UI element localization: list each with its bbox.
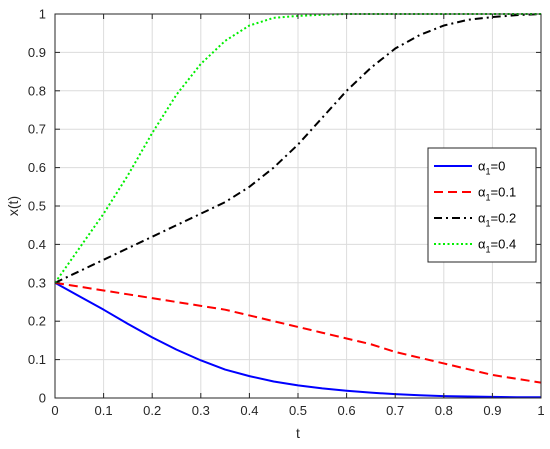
y-tick-label: 0 (39, 391, 46, 406)
legend-value: =0 (491, 159, 506, 174)
y-tick-label: 1 (39, 7, 46, 22)
x-tick-label: 0.8 (435, 403, 453, 418)
y-tick-label: 0.2 (28, 314, 46, 329)
legend: α1=0α1=0.1α1=0.2α1=0.4 (427, 147, 537, 263)
legend-entry-2: α1=0.2 (478, 211, 516, 229)
x-tick-label: 0 (51, 403, 58, 418)
legend-entry-0: α1=0 (478, 159, 505, 177)
y-tick-label: 0.4 (28, 237, 46, 252)
x-tick-label: 0.2 (143, 403, 161, 418)
y-axis-label: x(t) (5, 196, 21, 216)
x-tick-label: 0.5 (289, 403, 307, 418)
x-tick-label: 0.1 (95, 403, 113, 418)
series-line-1 (54, 281, 542, 384)
y-tick-label: 0.5 (28, 199, 46, 214)
legend-symbol: α (478, 211, 486, 226)
legend-subscript: 1 (486, 167, 491, 177)
legend-value: =0.1 (491, 185, 517, 200)
legend-symbol: α (478, 185, 486, 200)
x-tick-label: 0.9 (483, 403, 501, 418)
legend-subscript: 1 (486, 193, 491, 203)
legend-symbol: α (478, 237, 486, 252)
legend-subscript: 1 (486, 219, 491, 229)
y-tick-label: 0.6 (28, 160, 46, 175)
axis-ticks: 0 0.1 0.2 0.3 0.4 0.5 0.6 0.7 0.8 0.9 1 0 0.1 0.2 0.3 0… (28, 7, 545, 419)
y-tick-label: 0.1 (28, 352, 46, 367)
x-tick-label: 1 (537, 403, 544, 418)
legend-entry-3: α1=0.4 (478, 237, 516, 255)
legend-entry-1: α1=0.1 (478, 185, 516, 203)
x-tick-label: 0.4 (240, 403, 258, 418)
x-tick-label: 0.3 (192, 403, 210, 418)
y-tick-label: 0.7 (28, 122, 46, 137)
y-tick-label: 0.9 (28, 45, 46, 60)
y-tick-label: 0.8 (28, 83, 46, 98)
legend-symbol: α (478, 159, 486, 174)
legend-value: =0.2 (491, 211, 517, 226)
x-tick-label: 0.7 (386, 403, 404, 418)
legend-value: =0.4 (491, 237, 517, 252)
legend-subscript: 1 (486, 245, 491, 255)
series-line-2 (54, 13, 542, 284)
x-axis-label: t (296, 425, 300, 441)
series-line-0 (54, 281, 541, 399)
y-tick-label: 0.3 (28, 275, 46, 290)
x-tick-label: 0.6 (338, 403, 356, 418)
